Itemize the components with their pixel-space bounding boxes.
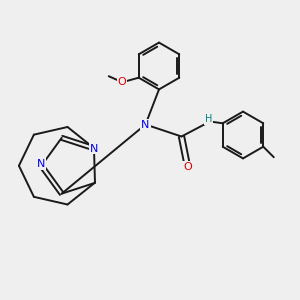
Text: O: O [118, 77, 127, 87]
Text: O: O [183, 161, 192, 172]
Text: N: N [141, 119, 150, 130]
Text: N: N [37, 159, 46, 169]
Text: H: H [205, 114, 212, 124]
Text: N: N [90, 143, 99, 154]
